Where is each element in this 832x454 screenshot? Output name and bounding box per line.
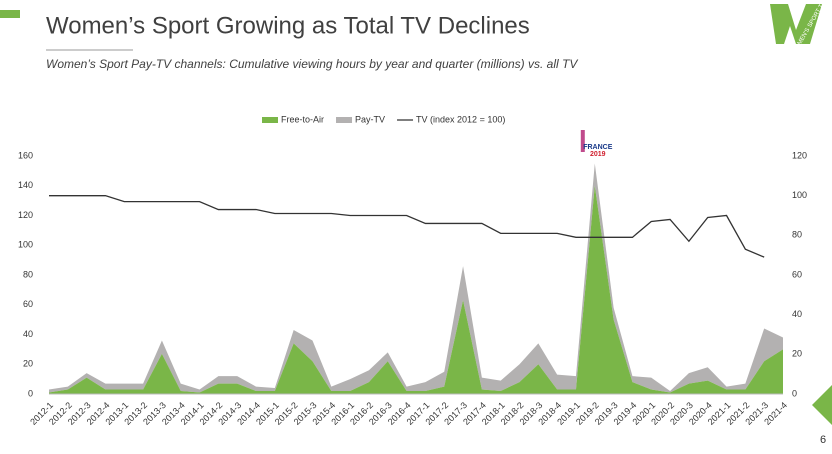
corner-triangle xyxy=(812,385,832,425)
y2-tick-label: 0 xyxy=(792,388,797,398)
y2-tick-label: 100 xyxy=(792,190,807,200)
y-tick-label: 160 xyxy=(18,150,33,160)
legend-label: Free-to-Air xyxy=(281,114,324,124)
page-number: 6 xyxy=(820,434,826,446)
logo xyxy=(770,4,822,44)
legend-label: Pay-TV xyxy=(355,114,385,124)
area xyxy=(49,163,783,393)
legend-swatch xyxy=(336,117,353,123)
y-tick-label: 120 xyxy=(18,210,33,220)
subtitle: Women’s Sport Pay-TV channels: Cumulativ… xyxy=(46,57,578,71)
y-tick-label: 20 xyxy=(23,359,33,369)
legend-label: TV (index 2012 = 100) xyxy=(416,114,505,124)
y-tick-label: 40 xyxy=(23,329,33,339)
y2-tick-label: 40 xyxy=(792,309,802,319)
y2-tick-label: 120 xyxy=(792,150,807,160)
y2-tick-label: 60 xyxy=(792,269,802,279)
annotation: FRANCE xyxy=(583,144,612,151)
tv-line xyxy=(49,195,765,258)
y-tick-label: 80 xyxy=(23,269,33,279)
y-tick-label: 60 xyxy=(23,299,33,309)
badge-trophy xyxy=(580,130,585,152)
y-tick-label: 0 xyxy=(28,388,33,398)
corner-bar xyxy=(0,10,20,18)
legend-swatch xyxy=(262,117,278,123)
y2-tick-label: 20 xyxy=(792,349,802,359)
y2-tick-label: 80 xyxy=(792,230,802,240)
title: Women’s Sport Growing as Total TV Declin… xyxy=(46,12,530,39)
annotation: 2019 xyxy=(590,151,606,158)
y-tick-label: 100 xyxy=(18,240,33,250)
y-tick-label: 140 xyxy=(18,180,33,190)
